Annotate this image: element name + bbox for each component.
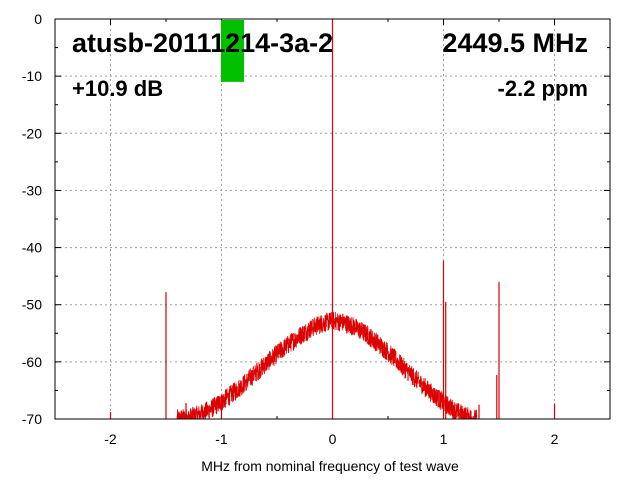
- y-tick-label: 0: [34, 11, 42, 27]
- y-axis-ticks: 0 -10 -20 -30 -40 -50 -60 -70: [22, 11, 610, 427]
- x-tick-label: 2: [551, 431, 559, 447]
- noise-floor-trace: [176, 310, 478, 420]
- x-tick-label: -2: [104, 431, 117, 447]
- device-label: atusb-20111214-3a-2: [72, 28, 333, 58]
- y-tick-label: -10: [22, 68, 42, 84]
- plot-frame: [54, 18, 611, 420]
- frequency-label: 2449.5 MHz: [442, 28, 588, 58]
- x-tick-label: -1: [215, 431, 228, 447]
- spectrum-trace: [109, 19, 556, 420]
- x-axis-title: MHz from nominal frequency of test wave: [201, 458, 459, 474]
- power-label: +10.9 dB: [72, 76, 163, 101]
- y-tick-label: -20: [22, 125, 42, 141]
- y-tick-label: -30: [22, 182, 42, 198]
- y-tick-label: -70: [22, 411, 42, 427]
- level-bar: [221, 20, 244, 82]
- y-tick-label: -50: [22, 297, 42, 313]
- x-tick-label: 0: [329, 431, 337, 447]
- x-tick-label: 1: [440, 431, 448, 447]
- ppm-label: -2.2 ppm: [498, 76, 588, 101]
- y-tick-label: -40: [22, 240, 42, 256]
- y-tick-label: -60: [22, 354, 42, 370]
